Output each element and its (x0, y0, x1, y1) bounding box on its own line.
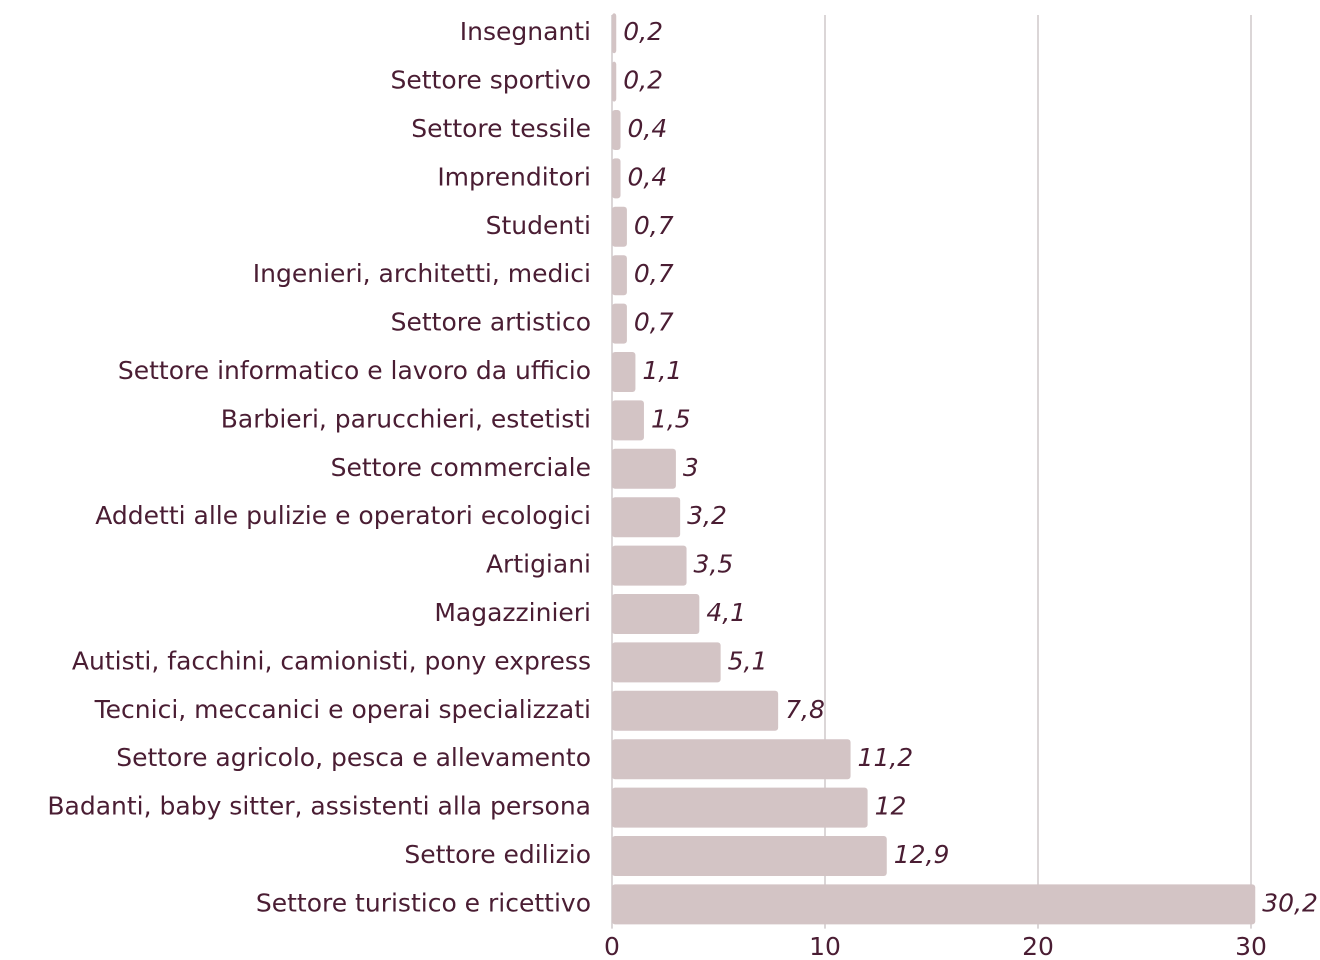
y-tick-label: Studenti (486, 211, 591, 240)
y-tick-label: Settore turistico e ricettivo (256, 888, 591, 917)
value-label: 3,2 (687, 501, 727, 530)
value-label: 1,1 (642, 356, 682, 385)
value-label: 0,4 (628, 114, 668, 143)
bar (612, 352, 636, 392)
bar (612, 787, 868, 828)
value-label: 12,9 (894, 840, 950, 869)
value-label: 12 (875, 792, 907, 821)
bar (612, 303, 627, 344)
value-label: 5,1 (728, 646, 768, 675)
y-tick-label: Settore artistico (391, 308, 591, 337)
bar (612, 594, 700, 634)
value-label: 0,4 (628, 162, 668, 191)
value-label: 0,2 (623, 17, 663, 46)
value-label: 0,2 (623, 66, 663, 95)
value-label: 3 (683, 453, 699, 482)
value-label: 11,2 (858, 743, 914, 772)
y-tick-label: Insegnanti (460, 17, 591, 46)
y-tick-label: Addetti alle pulizie e operatori ecologi… (95, 501, 591, 530)
bar (612, 61, 617, 102)
bar (612, 158, 621, 199)
bar (612, 13, 617, 54)
y-tick-label: Artigiani (486, 550, 591, 579)
value-label: 1,5 (651, 404, 691, 433)
value-label: 30,2 (1262, 888, 1318, 917)
bar (612, 642, 721, 683)
y-tick-label: Badanti, baby sitter, assistenti alla pe… (47, 792, 591, 821)
y-tick-label: Settore tessile (411, 114, 591, 143)
y-tick-label: Barbieri, parucchieri, estetisti (221, 404, 591, 433)
value-label: 0,7 (634, 211, 674, 240)
y-tick-label: Ingenieri, architetti, medici (253, 259, 591, 288)
y-tick-label: Settore edilizio (404, 840, 591, 869)
bar (612, 739, 851, 780)
y-tick-label: Tecnici, meccanici e operai specializzat… (94, 695, 591, 724)
bar (612, 690, 779, 731)
value-label: 4,1 (706, 598, 746, 627)
value-label: 0,7 (634, 308, 674, 337)
y-tick-label: Magazzinieri (434, 598, 591, 627)
y-tick-label: Settore informatico e lavoro da ufficio (118, 356, 591, 385)
value-label: 0,7 (634, 259, 674, 288)
x-tick-label: 30 (1235, 932, 1267, 960)
y-tick-label: Settore commerciale (331, 453, 591, 482)
bar (612, 110, 621, 150)
y-tick-label: Imprenditori (437, 162, 591, 191)
y-tick-label: Autisti, facchini, camionisti, pony expr… (72, 646, 591, 675)
x-tick-label: 10 (809, 932, 841, 960)
value-label: 3,5 (694, 550, 734, 579)
value-label: 7,8 (785, 695, 825, 724)
bar (612, 206, 627, 247)
x-tick-label: 20 (1022, 932, 1054, 960)
x-tick-label: 0 (604, 932, 620, 960)
bar (612, 448, 676, 489)
y-tick-label: Settore agricolo, pesca e allevamento (116, 743, 591, 772)
bar (612, 497, 681, 538)
bar (612, 545, 687, 586)
bar (612, 836, 887, 876)
bar (612, 400, 644, 441)
y-tick-label: Settore sportivo (390, 66, 591, 95)
bar (612, 884, 1256, 925)
bar (612, 255, 627, 296)
